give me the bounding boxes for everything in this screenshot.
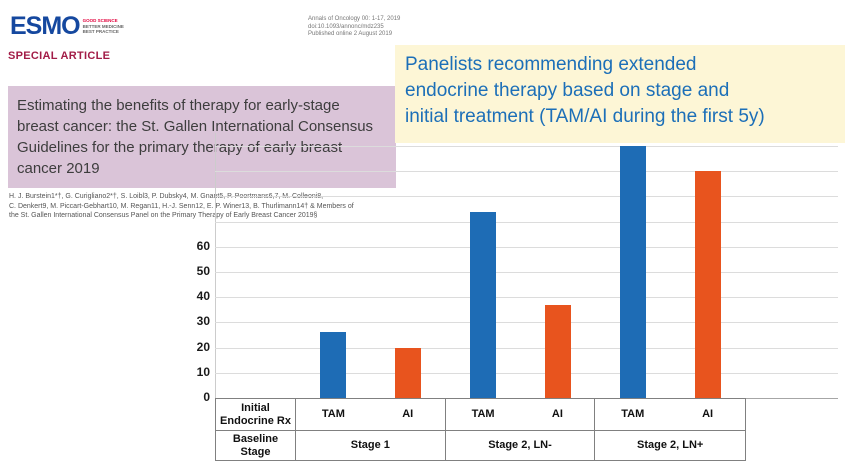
esmo-tagline-line: BEST PRACTICE [82, 29, 119, 34]
y-tick-label: 20 [196, 339, 210, 354]
author-line: the St. Gallen International Consensus P… [9, 212, 318, 219]
table-sublabel-ai: AI [670, 399, 745, 431]
y-tick-label: 50 [196, 264, 210, 278]
chart-title-line: Panelists recommending extended [405, 54, 697, 75]
chart-title-banner: Panelists recommending extended endocrin… [395, 45, 845, 143]
x-axis-table: Initial Endocrine Rx TAM AI TAM AI TAM AI Basel… [215, 398, 746, 461]
y-tick-label: 10 [196, 364, 210, 379]
journal-info: Annals of Oncology 00: 1-17, 2019 doi:10… [308, 16, 400, 39]
gridline-10 [215, 372, 838, 374]
author-line: H. J. Burstein1*†, G. Curigliano2*†, S. … [9, 193, 324, 200]
gridline-90 [215, 171, 838, 173]
table-category-2: Stage 2, LN- [446, 431, 596, 460]
table-sublabel-tam: TAM [296, 399, 371, 431]
chart-title-line: initial treatment (TAM/AI during the fir… [405, 106, 765, 127]
journal-info-line: Annals of Oncology 00: 1-17, 2019 [308, 16, 401, 22]
y-tick-label: 60 [196, 238, 210, 253]
bar-tam-stage-1 [319, 332, 346, 398]
article-title-line: cancer 2019 [17, 160, 100, 177]
table-sublabel-ai: AI [370, 399, 446, 431]
article-title-line: breast cancer: the St. Gallen Internatio… [17, 118, 374, 135]
esmo-tagline: GOOD SCIENCE BETTER MEDICINE BEST PRACTI… [83, 18, 124, 35]
y-axis-line [215, 133, 216, 398]
table-sublabel-ai: AI [520, 399, 596, 431]
y-tick-label: 0 [203, 390, 210, 404]
gridline-60 [215, 246, 838, 248]
gridline-100 [215, 146, 838, 147]
table-sublabel-tam: TAM [595, 399, 671, 431]
bar-tam-stage-2-ln- [619, 146, 646, 398]
journal-info-line: doi:10.1093/annonc/mdz235 [308, 23, 384, 30]
y-tick-label: 40 [196, 289, 210, 304]
article-title-box: Estimating the benefits of therapy for e… [8, 86, 396, 188]
bar-ai-stage-2-ln- [694, 171, 721, 398]
bar-ai-stage-2-ln- [544, 304, 571, 398]
bar-ai-stage-1 [394, 347, 421, 398]
bar-tam-stage-2-ln- [469, 211, 496, 398]
gridline-20 [215, 347, 838, 349]
section-label: SPECIAL ARTICLE [8, 50, 111, 62]
gridline-70 [215, 221, 838, 223]
author-line: C. Denkert9, M. Piccart-Gebhart10, M. Re… [9, 202, 354, 210]
y-tick-label: 30 [196, 314, 210, 329]
article-title-line: Estimating the benefits of therapy for e… [17, 97, 340, 114]
esmo-logo-text: ESMO [10, 12, 81, 40]
chart-title-line: endocrine therapy based on stage and [405, 80, 730, 101]
esmo-tagline-line: GOOD SCIENCE [82, 18, 118, 23]
gridline-50 [215, 272, 838, 273]
esmo-tagline-line: BETTER MEDICINE [82, 23, 124, 29]
table-category-1: Stage 1 [296, 431, 446, 460]
table-sublabel-tam: TAM [445, 399, 521, 431]
table-header-initial-endocrine-rx: Initial Endocrine Rx [216, 399, 296, 431]
gridline-30 [215, 322, 838, 324]
table-category-3: Stage 2, LN+ [637, 439, 704, 452]
article-title-line: Guidelines for the primary therapy of ea… [17, 139, 343, 156]
esmo-logo: ESMO GOOD SCIENCE BETTER MEDICINE BEST P… [10, 12, 124, 40]
journal-info-line: Published online 2 August 2019 [308, 31, 393, 37]
gridline-80 [215, 196, 838, 198]
table-header-baseline-stage: Baseline Stage [216, 431, 296, 460]
gridline-40 [215, 297, 838, 299]
author-list: H. J. Burstein1*†, G. Curigliano2*†, S. … [9, 192, 354, 221]
